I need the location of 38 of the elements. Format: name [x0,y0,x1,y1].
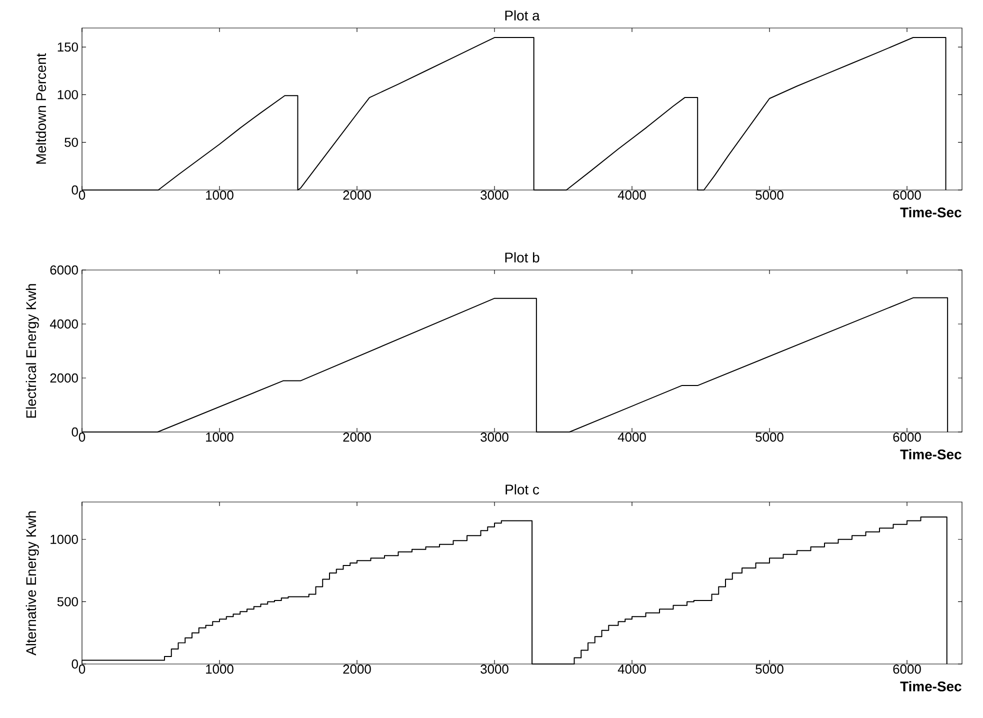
chart-title: Plot a [505,10,540,20]
x-tick-label: 6000 [893,664,921,674]
x-axis-title: Time-Sec [900,449,962,460]
chart-title: Plot c [506,484,540,494]
y-axis-title: Electrical Energy Kwh [26,284,39,418]
x-tick-label: 4000 [618,664,646,674]
y-tick-label: 6000 [50,265,78,275]
x-tick-label: 0 [78,190,86,200]
x-axis-title: Time-Sec [900,681,962,692]
x-tick-label: 3000 [480,664,508,674]
x-tick-label: 5000 [756,664,784,674]
y-tick-label: 150 [58,42,78,52]
x-tick-label: 6000 [893,190,921,200]
x-axis-title: Time-Sec [900,207,962,218]
x-tick-label: 1000 [206,432,234,442]
x-tick-label: 2000 [343,190,371,200]
x-tick-label: 4000 [618,432,646,442]
y-tick-label: 50 [64,138,78,147]
x-tick-label: 0 [78,432,86,442]
x-tick-label: 1000 [206,190,234,200]
x-tick-label: 3000 [480,432,508,442]
y-axis-title: Alternative Energy Kwh [26,511,39,656]
y-tick-label: 100 [58,90,78,100]
x-tick-label: 5000 [756,432,784,442]
x-tick-label: 5000 [756,190,784,200]
x-tick-label: 4000 [618,190,646,200]
y-tick-label: 4000 [50,319,78,329]
y-tick-label: 1000 [50,534,78,544]
y-axis-title: Meltdown Percent [36,53,46,164]
x-tick-label: 3000 [480,190,508,200]
chart-title: Plot b [505,252,540,262]
y-tick-label: 2000 [50,373,78,383]
x-tick-label: 2000 [343,664,371,674]
y-tick-label: 500 [57,597,78,606]
x-tick-label: 6000 [893,432,921,442]
x-tick-label: 1000 [206,664,234,674]
x-tick-label: 0 [78,664,86,674]
x-tick-label: 2000 [343,432,371,442]
